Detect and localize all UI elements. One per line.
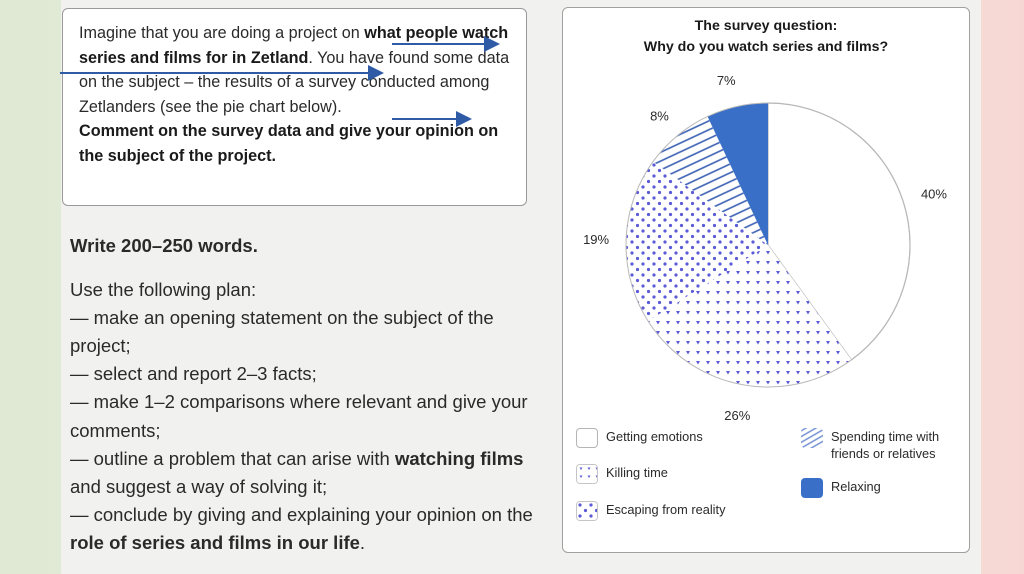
pie-chart: 40% 26% 19% 8% 7% bbox=[583, 73, 947, 423]
pie-labels: 40% 26% 19% 8% 7% bbox=[583, 73, 947, 423]
task-paragraph: Imagine that you are doing a project on … bbox=[79, 21, 512, 119]
legend-relaxing: Relaxing bbox=[801, 478, 881, 498]
plan-item: — make an opening statement on the subje… bbox=[70, 307, 494, 357]
legend-label: Killing time bbox=[606, 465, 668, 480]
plan-item: — conclude by giving and explaining your… bbox=[70, 501, 540, 557]
task-box: Imagine that you are doing a project on … bbox=[62, 8, 527, 206]
plan-item-bold: watching films bbox=[394, 447, 524, 469]
pie-slice-escaping bbox=[626, 161, 768, 322]
task-instruction-text: Comment on the survey data and give your… bbox=[79, 122, 499, 165]
plan-item-text: — conclude by giving and explaining your… bbox=[70, 503, 533, 525]
chart-title: The survey question: bbox=[694, 18, 838, 34]
pie-slice-relaxing bbox=[707, 103, 768, 245]
pie-percent-label: 19% bbox=[583, 232, 609, 247]
pie-slices bbox=[625, 102, 911, 388]
legend-label: Escaping from reality bbox=[606, 502, 726, 517]
task-text-start: Imagine that you are doing a project on bbox=[79, 24, 365, 42]
legend-spending-time: Spending time with friends or relatives bbox=[801, 428, 966, 462]
plan-text: Write 200–250 words. Use the following p… bbox=[70, 232, 540, 557]
plan-item: — select and report 2–3 facts; bbox=[70, 363, 317, 385]
plan-item-text: . bbox=[359, 531, 366, 553]
legend-swatch-dots bbox=[576, 501, 598, 521]
pie-outline bbox=[625, 102, 911, 388]
word-count: Write 200–250 words. bbox=[70, 235, 258, 256]
task-topic: what people watch series and films for i… bbox=[79, 24, 509, 67]
pie-percent-label: 26% bbox=[724, 408, 750, 423]
legend-swatch-blue bbox=[801, 478, 823, 498]
plan-item-bold: role of series and films in our life bbox=[70, 531, 360, 553]
legend-swatch-triangles bbox=[576, 464, 598, 484]
pie-percent-label: 8% bbox=[650, 109, 669, 124]
pie-slice-spending-time bbox=[653, 116, 768, 245]
chart-panel: The survey question: Why do you watch se… bbox=[562, 7, 970, 553]
pie-percent-label: 7% bbox=[717, 73, 736, 88]
legend-label: Getting emotions bbox=[606, 429, 703, 444]
pie-slice-killing-time bbox=[648, 245, 852, 387]
plan-item: — outline a problem that can arise with … bbox=[70, 445, 540, 501]
chart-subtitle: Why do you watch series and films? bbox=[643, 39, 889, 55]
pie-percent-label: 40% bbox=[921, 186, 947, 201]
task-text-end: . You have found some data on the subjec… bbox=[79, 48, 510, 116]
legend-label: Spending time with friends or relatives bbox=[831, 429, 940, 461]
legend-escaping: Escaping from reality bbox=[576, 501, 725, 521]
plan-intro: Use the following plan: bbox=[70, 279, 257, 301]
task-instruction: Comment on the survey data and give your… bbox=[79, 119, 512, 168]
legend-swatch-white bbox=[576, 428, 598, 448]
plan-item-text: — outline a problem that can arise with bbox=[70, 447, 395, 469]
legend-killing-time: Killing time bbox=[576, 464, 668, 484]
plan-item: — make 1–2 comparisons where relevant an… bbox=[70, 391, 528, 441]
legend-swatch-lines bbox=[801, 428, 823, 448]
legend-label: Relaxing bbox=[831, 479, 881, 494]
legend-getting-emotions: Getting emotions bbox=[576, 428, 703, 448]
plan-item-text: and suggest a way of solving it; bbox=[70, 475, 328, 497]
